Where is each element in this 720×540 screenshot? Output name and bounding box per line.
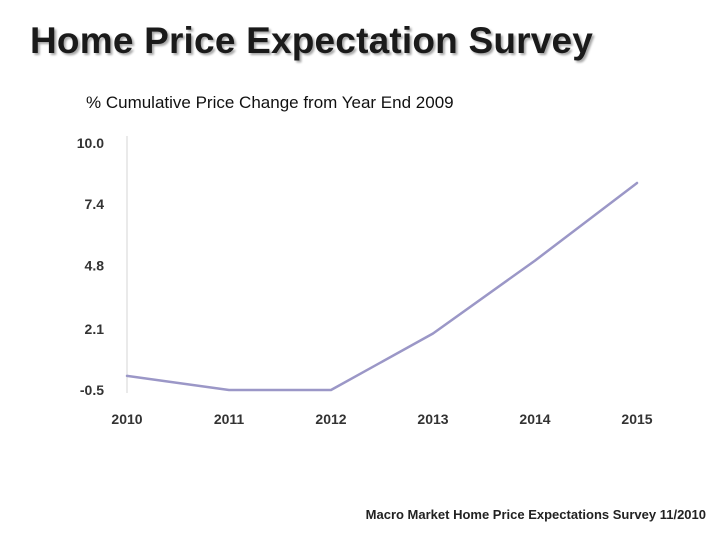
y-tick-label: -0.5 xyxy=(80,382,104,398)
x-tick-label: 2010 xyxy=(111,411,142,427)
x-tick-label: 2014 xyxy=(519,411,550,427)
y-tick-label: 7.4 xyxy=(85,196,105,212)
chart-subtitle: % Cumulative Price Change from Year End … xyxy=(86,93,454,112)
y-tick-label: 2.1 xyxy=(85,321,105,337)
series-group xyxy=(125,181,639,392)
x-tick-label: 2012 xyxy=(315,411,346,427)
x-tick-label: 2015 xyxy=(621,411,652,427)
y-tick-label: 4.8 xyxy=(85,257,105,273)
y-tick-labels: 10.0 7.4 4.8 2.1 -0.5 xyxy=(77,135,104,398)
x-tick-label: 2013 xyxy=(417,411,448,427)
source-footnote: Macro Market Home Price Expectations Sur… xyxy=(365,507,706,522)
x-tick-labels: 2010 2011 2012 2013 2014 2015 xyxy=(111,411,652,427)
x-tick-label: 2011 xyxy=(214,411,245,427)
y-tick-label: 10.0 xyxy=(77,135,104,151)
series-line xyxy=(125,181,639,392)
slide-title: Home Price Expectation Survey xyxy=(30,20,594,61)
